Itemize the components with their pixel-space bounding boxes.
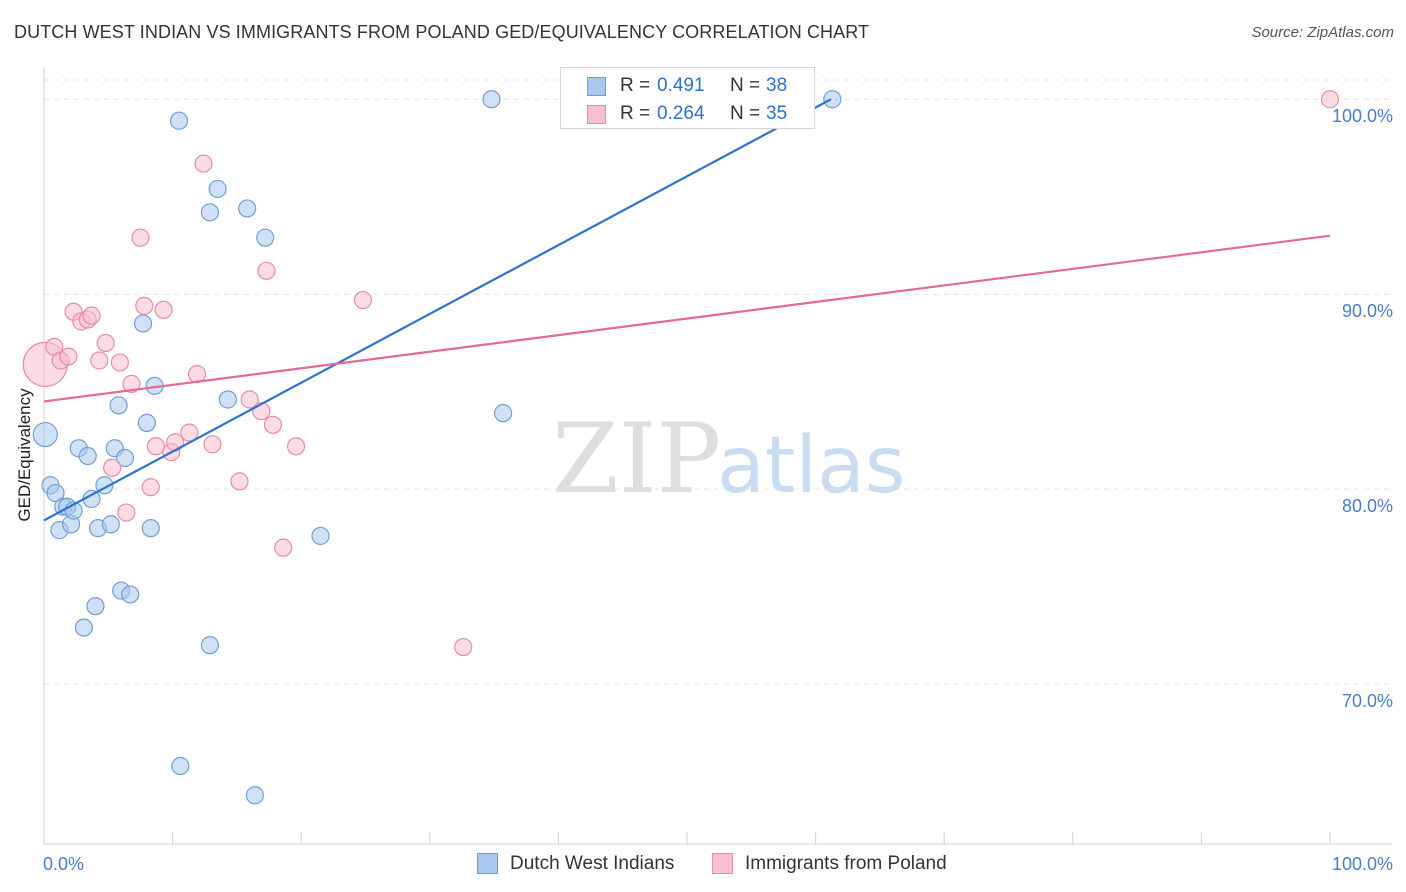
data-point (117, 503, 136, 522)
data-point (482, 90, 501, 109)
data-point (245, 786, 265, 805)
axes (43, 68, 1392, 845)
n-label: N = (730, 103, 761, 124)
legend-swatch-blue (477, 853, 498, 874)
r-label: R = (620, 75, 651, 96)
bottom-legend: Dutch West Indians Immigrants from Polan… (0, 850, 1406, 878)
trend-line-immigrants-from-poland (43, 234, 1331, 403)
y-tick-label: 80.0% (1342, 496, 1393, 516)
n-label: N = (730, 75, 761, 96)
data-point (257, 261, 276, 280)
data-point (171, 756, 190, 776)
legend-swatch-pink (712, 853, 733, 874)
watermark: ZIP atlas (552, 403, 906, 515)
data-point (110, 353, 129, 372)
data-point (115, 448, 135, 468)
data-point (135, 296, 154, 316)
data-point (274, 538, 293, 557)
data-point (32, 421, 58, 448)
y-tick-labels: 70.0% 80.0% 90.0% 100.0% (1332, 106, 1393, 711)
data-point (82, 306, 101, 325)
data-point (256, 228, 275, 247)
data-point (823, 90, 842, 109)
n-value: 35 (766, 103, 788, 124)
legend-swatch-pink (587, 105, 606, 124)
data-point (180, 423, 199, 442)
data-point (286, 437, 306, 456)
chart-title: DUTCH WEST INDIAN VS IMMIGRANTS FROM POL… (14, 22, 870, 42)
data-point (353, 290, 373, 310)
y-tick-label: 100.0% (1332, 106, 1393, 126)
data-point (240, 390, 259, 409)
y-axis-label: GED/Equivalency (15, 388, 34, 522)
data-point (133, 314, 153, 333)
data-point (230, 472, 249, 491)
data-point (90, 351, 109, 370)
watermark-zip: ZIP (552, 403, 721, 515)
data-point (141, 478, 160, 497)
r-label: R = (620, 103, 651, 124)
data-point (311, 526, 330, 546)
data-point (46, 483, 65, 503)
data-point (238, 199, 257, 218)
data-point (200, 636, 219, 655)
data-point (218, 390, 237, 409)
data-point (101, 515, 120, 534)
data-point (263, 415, 283, 434)
legend-label: Immigrants from Poland (745, 853, 947, 874)
data-point (141, 519, 160, 538)
data-point (74, 618, 93, 637)
data-point (169, 111, 189, 130)
r-value: 0.264 (657, 103, 705, 124)
n-value: 38 (766, 75, 788, 96)
data-point (454, 637, 473, 657)
trend-lines (43, 98, 1331, 522)
y-tick-label: 90.0% (1342, 301, 1393, 321)
data-point (122, 374, 141, 393)
x-tick-label: 0.0% (43, 854, 84, 874)
data-point (59, 347, 78, 366)
chart-source: Source: ZipAtlas.com (1251, 24, 1394, 41)
data-point (154, 300, 173, 319)
gridlines (44, 79, 1392, 685)
data-point (194, 154, 213, 173)
r-value: 0.491 (657, 75, 705, 96)
series-points (22, 90, 1340, 805)
watermark-atlas: atlas (717, 421, 906, 511)
data-point (203, 435, 222, 454)
x-tick-labels: 0.0% 100.0% (43, 854, 1393, 874)
data-point (208, 179, 227, 199)
data-point (146, 437, 165, 456)
data-point (1320, 90, 1340, 109)
trend-line-dutch-west-indians (43, 98, 832, 522)
data-point (131, 228, 150, 247)
data-point (137, 413, 156, 432)
series-dutch-west-indians (32, 90, 842, 805)
x-tick-label: 100.0% (1332, 854, 1393, 874)
series-immigrants-from-poland (22, 90, 1340, 657)
legend-label: Dutch West Indians (510, 853, 675, 874)
stats-legend: R = 0.491 N = 38 R = 0.264 N = 35 (560, 67, 815, 129)
data-point (121, 585, 140, 604)
legend-swatch-blue (587, 77, 606, 96)
data-point (109, 396, 128, 415)
y-tick-label: 70.0% (1342, 691, 1393, 711)
data-point (103, 458, 122, 477)
data-point (494, 404, 513, 423)
data-point (200, 203, 219, 222)
data-point (96, 333, 115, 353)
data-point (78, 446, 97, 466)
data-point (86, 597, 105, 616)
